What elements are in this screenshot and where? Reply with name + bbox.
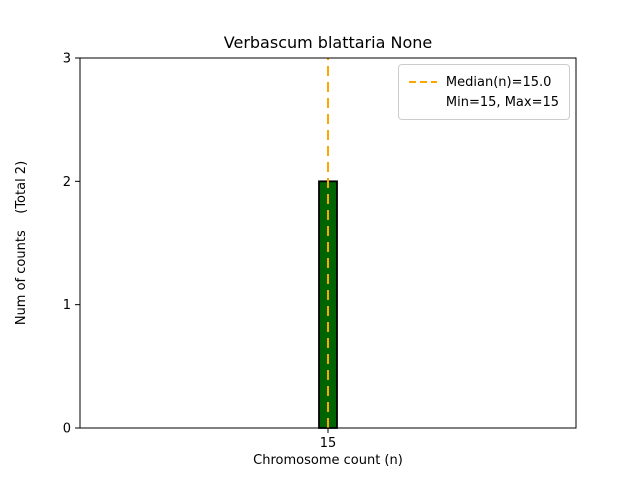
y-tick-label: 1 xyxy=(63,298,71,313)
y-axis-label: Num of counts (Total 2) xyxy=(14,160,29,326)
x-tick-label: 15 xyxy=(320,436,337,451)
legend-row-median: Median(n)=15.0 xyxy=(408,72,559,92)
y-tick-label: 3 xyxy=(63,52,71,67)
legend-spacer xyxy=(408,96,438,108)
legend-row-minmax: Min=15, Max=15 xyxy=(408,92,559,112)
legend-entry-median: Median(n)=15.0 xyxy=(445,74,552,90)
y-tick-label: 0 xyxy=(63,422,71,437)
legend-entry-minmax: Min=15, Max=15 xyxy=(445,94,559,110)
x-axis-label: Chromosome count (n) xyxy=(253,453,403,468)
median-dashed-line-sample xyxy=(408,81,437,83)
y-tick-label: 2 xyxy=(63,175,71,190)
chart-title: Verbascum blattaria None xyxy=(223,33,433,52)
legend: Median(n)=15.0 Min=15, Max=15 xyxy=(397,64,570,120)
